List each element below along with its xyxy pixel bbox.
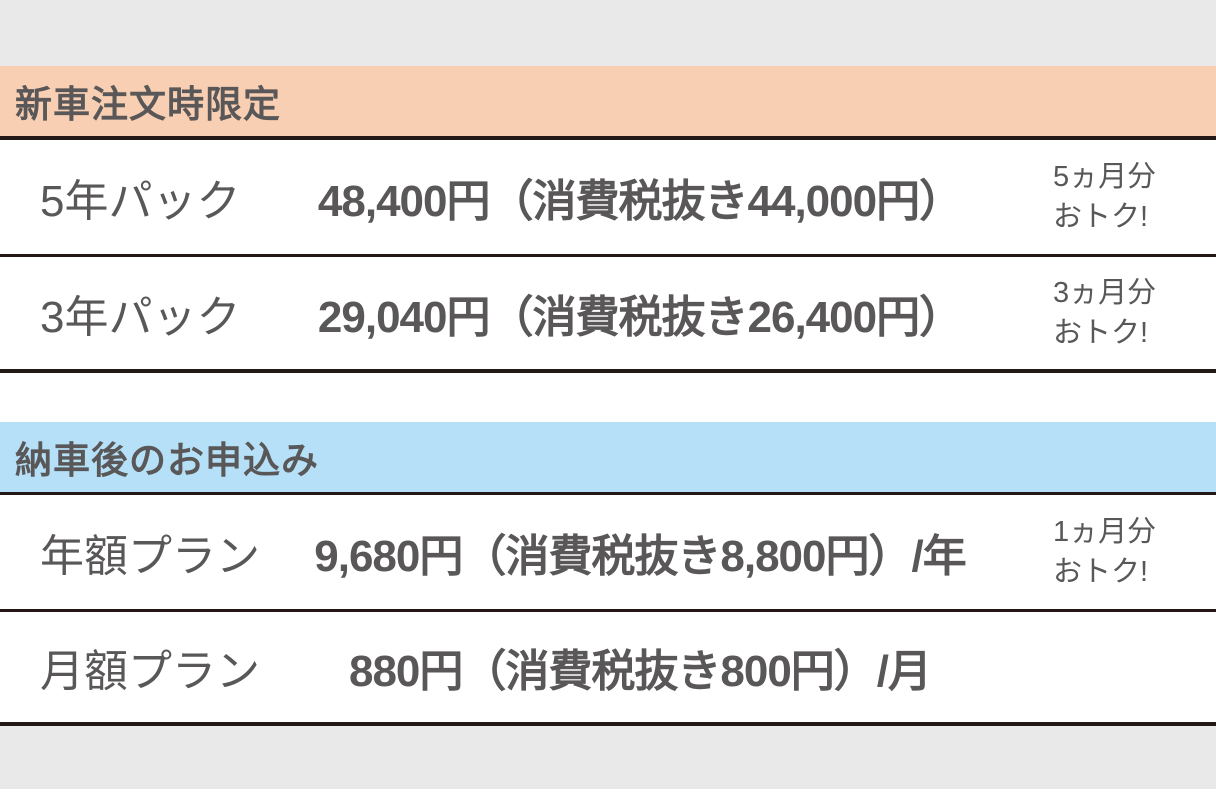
- section-new-car-order: 新車注文時限定 5年パック 48,400円（消費税抜き44,000円） 5ヵ月分…: [0, 66, 1216, 373]
- plan-price: 48,400円（消費税抜き44,000円）: [317, 177, 963, 226]
- discount-note-line2: おトク!: [1053, 317, 1149, 349]
- bottom-margin-band: [0, 726, 1216, 789]
- plan-name: 3年パック: [40, 293, 241, 342]
- discount-note-line1: 1ヵ月分: [1053, 516, 1157, 548]
- plan-price: 29,040円（消費税抜き26,400円）: [317, 293, 963, 342]
- table-row-annual-plan: 年額プラン 9,680円（消費税抜き8,800円）/年 1ヵ月分 おトク!: [0, 495, 1216, 612]
- section-spacer: [0, 373, 1216, 422]
- discount-note: 5ヵ月分 おトク!: [995, 157, 1216, 237]
- discount-note: 1ヵ月分 おトク!: [995, 512, 1216, 592]
- section-header-label: 新車注文時限定: [15, 84, 281, 125]
- plan-price: 880円（消費税抜き800円）/月: [348, 647, 932, 696]
- table-row-3year-pack: 3年パック 29,040円（消費税抜き26,400円） 3ヵ月分 おトク!: [0, 257, 1216, 373]
- plan-name: 月額プラン: [40, 647, 260, 696]
- section-after-delivery: 納車後のお申込み 年額プラン 9,680円（消費税抜き8,800円）/年 1ヵ月…: [0, 422, 1216, 726]
- table-row-monthly-plan: 月額プラン 880円（消費税抜き800円）/月: [0, 612, 1216, 726]
- plan-price: 9,680円（消費税抜き8,800円）/年: [314, 532, 966, 581]
- section-header-label: 納車後のお申込み: [15, 440, 319, 481]
- discount-note-line1: 3ヵ月分: [1053, 277, 1157, 309]
- discount-note-line2: おトク!: [1053, 556, 1149, 588]
- discount-note-line2: おトク!: [1053, 201, 1149, 233]
- plan-name: 5年パック: [40, 177, 241, 226]
- table-row-5year-pack: 5年パック 48,400円（消費税抜き44,000円） 5ヵ月分 おトク!: [0, 140, 1216, 257]
- discount-note: 3ヵ月分 おトク!: [995, 273, 1216, 353]
- section-header-after-delivery: 納車後のお申込み: [0, 422, 1216, 495]
- discount-note-line1: 5ヵ月分: [1053, 161, 1157, 193]
- plan-name: 年額プラン: [40, 532, 260, 581]
- section-header-new-car-order: 新車注文時限定: [0, 66, 1216, 140]
- top-margin-band: [0, 0, 1216, 66]
